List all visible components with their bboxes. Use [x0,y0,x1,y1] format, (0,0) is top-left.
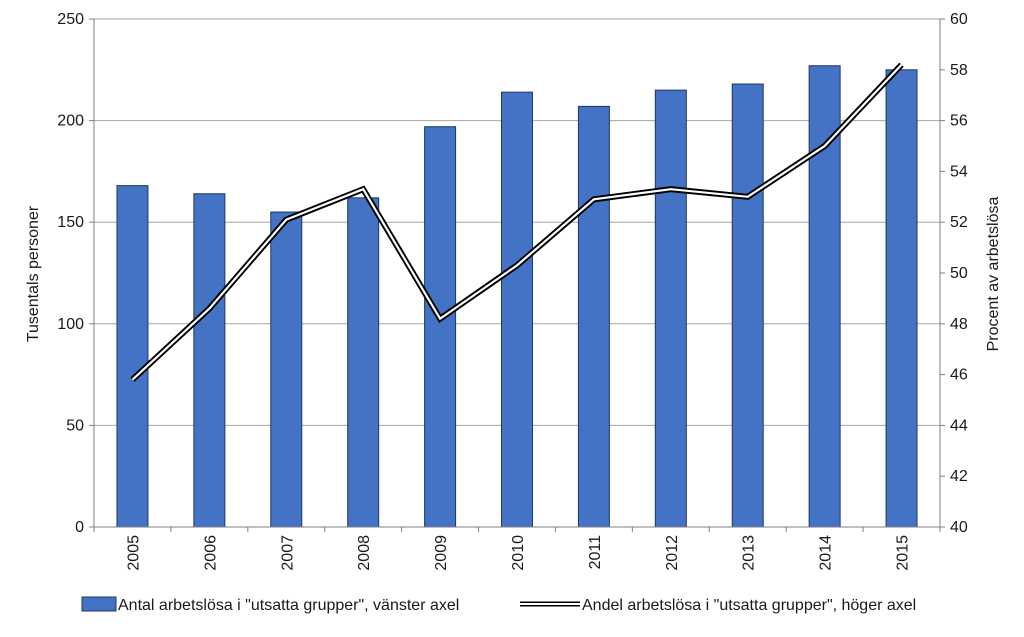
x-tick-label-2015: 2015 [895,535,912,571]
right-tick-label: 42 [950,468,968,485]
right-tick-label: 44 [950,417,968,434]
legend-bar-swatch [82,597,116,611]
right-axis-title: Procent av arbetslösa [985,197,1002,352]
left-tick-label: 250 [57,11,84,28]
x-tick-label-2007: 2007 [279,535,296,571]
bar-2013 [732,84,763,527]
right-tick-label: 56 [950,113,968,130]
bar-2010 [502,92,533,527]
x-tick-label-2012: 2012 [664,535,681,571]
left-axis-ticks: 0 50 100 150 200 250 [57,11,94,536]
x-tick-label-2005: 2005 [125,535,142,571]
legend-bar-label: Antal arbetslösa i "utsatta grupper", vä… [118,597,459,614]
x-tick-label-2009: 2009 [433,535,450,571]
bar-2008 [348,198,379,527]
left-tick-label: 100 [57,316,84,333]
left-tick-label: 200 [57,113,84,130]
right-tick-label: 54 [950,163,968,180]
right-tick-label: 52 [950,214,968,231]
left-tick-label: 150 [57,214,84,231]
x-tick-label-2013: 2013 [741,535,758,571]
x-tick-label-2014: 2014 [818,535,835,571]
bar-2007 [271,212,302,527]
right-tick-label: 40 [950,519,968,536]
bar-2012 [655,90,686,527]
right-tick-label: 58 [950,62,968,79]
left-axis-title: Tusentals personer [25,205,42,342]
right-tick-label: 48 [950,316,968,333]
left-tick-label: 50 [66,417,84,434]
left-tick-label: 0 [75,519,84,536]
right-tick-label: 60 [950,11,968,28]
bar-2009 [425,127,456,527]
x-tick-label-2010: 2010 [510,535,527,571]
bar-2011 [578,106,609,527]
legend-line-label: Andel arbetslösa i "utsatta grupper", hö… [582,597,916,614]
bar-2005 [117,186,148,527]
right-tick-label: 46 [950,367,968,384]
bar-series [117,66,917,527]
right-tick-label: 50 [950,265,968,282]
right-axis-ticks: 40 42 44 46 48 50 52 54 56 58 60 [940,11,968,536]
legend: Antal arbetslösa i "utsatta grupper", vä… [82,597,916,614]
x-tick-label-2011: 2011 [587,535,604,570]
bar-2015 [886,70,917,527]
x-axis-ticks: 2005 2006 2007 2008 2009 2010 2011 2012 2013 2014… [94,527,940,571]
x-tick-label-2008: 2008 [356,535,373,571]
x-tick-label-2006: 2006 [202,535,219,571]
bar-2006 [194,194,225,527]
